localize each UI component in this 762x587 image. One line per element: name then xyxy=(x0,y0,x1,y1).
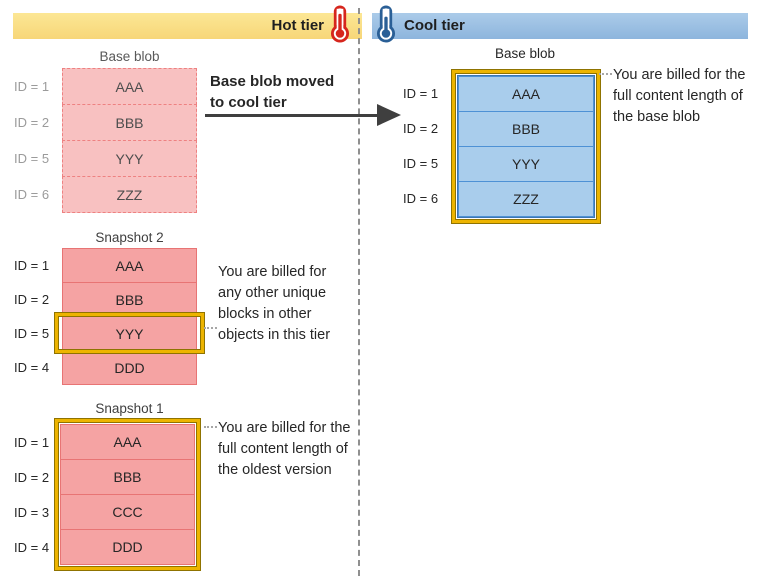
block-id: ID = 3 xyxy=(14,504,50,520)
snapshot2-title: Snapshot 2 xyxy=(95,230,164,245)
block-id: ID = 1 xyxy=(14,79,50,94)
block-cell: AAA xyxy=(458,76,594,112)
cool-base-blob-note: You are billed for the full content leng… xyxy=(613,65,762,128)
unique-block-highlight xyxy=(54,312,205,354)
hot-base-blob-ids: ID = 1 ID = 2 ID = 5 ID = 6 xyxy=(14,68,60,213)
thermometer-cool-icon xyxy=(376,5,396,43)
block-id: ID = 5 xyxy=(14,326,50,341)
snapshot1-title: Snapshot 1 xyxy=(95,401,164,416)
block-id: ID = 5 xyxy=(14,151,50,166)
cool-base-blob-blocks: AAA BBB YYY ZZZ xyxy=(457,75,595,218)
note-line: full content length of xyxy=(218,441,348,457)
block-id: ID = 2 xyxy=(14,115,50,130)
block-cell: AAA xyxy=(62,68,197,105)
tier-divider xyxy=(358,8,360,576)
block-id: ID = 2 xyxy=(403,120,439,136)
hot-tier-label: Hot tier xyxy=(271,17,325,34)
snapshot2-blocks: AAA BBB YYY DDD xyxy=(62,248,197,385)
cool-note-connector xyxy=(599,73,612,75)
block-cell: BBB xyxy=(458,111,594,147)
note-line: objects in this tier xyxy=(218,327,331,343)
note-line: You are billed for xyxy=(218,264,327,280)
move-note-line: Base blob moved xyxy=(210,73,335,90)
block-id: ID = 2 xyxy=(14,292,50,307)
block-cell: YYY xyxy=(458,146,594,182)
snapshot1-note-connector xyxy=(204,426,217,428)
block-id: ID = 5 xyxy=(403,155,439,171)
block-cell: YYY xyxy=(62,140,197,177)
snapshot1-billed-highlight: AAA BBB CCC DDD xyxy=(54,418,201,571)
cool-base-blob-ids: ID = 1 ID = 2 ID = 5 ID = 6 xyxy=(403,75,449,216)
block-id: ID = 4 xyxy=(14,360,50,375)
snapshot1-blocks: AAA BBB CCC DDD xyxy=(60,424,195,565)
move-note: Base blob moved to cool tier xyxy=(210,71,360,113)
snapshot1-table: ID = 1 ID = 2 ID = 3 ID = 4 AAA BBB CCC … xyxy=(14,418,214,574)
note-line: the base blob xyxy=(613,109,701,125)
move-arrow-head xyxy=(377,104,401,126)
block-cell: BBB xyxy=(62,104,197,141)
hot-base-blob-title: Base blob xyxy=(99,49,160,64)
cool-base-blob-table: ID = 1 ID = 2 ID = 5 ID = 6 AAA BBB YYY … xyxy=(403,69,603,225)
snapshot1-ids: ID = 1 ID = 2 ID = 3 ID = 4 xyxy=(14,424,60,565)
block-id: ID = 1 xyxy=(403,85,439,101)
hot-base-blob-table: ID = 1 ID = 2 ID = 5 ID = 6 AAA BBB YYY … xyxy=(14,68,199,214)
move-arrow-line xyxy=(205,114,379,117)
block-id: ID = 4 xyxy=(14,539,50,555)
thermometer-hot-icon xyxy=(330,5,350,43)
hot-base-blob-blocks: AAA BBB YYY ZZZ xyxy=(62,68,197,213)
note-line: You are billed for the xyxy=(613,67,746,83)
note-line: blocks in other xyxy=(218,306,312,322)
block-cell: AAA xyxy=(60,424,195,460)
cool-base-blob-title: Base blob xyxy=(494,46,556,61)
cool-tier-header: Cool tier xyxy=(372,13,748,39)
block-id: ID = 2 xyxy=(14,469,50,485)
block-id: ID = 6 xyxy=(403,190,439,206)
snapshot2-note-connector xyxy=(204,327,217,329)
block-id: ID = 1 xyxy=(14,258,50,273)
block-cell: YYY xyxy=(62,316,197,351)
move-note-line: to cool tier xyxy=(210,94,287,111)
block-id: ID = 6 xyxy=(14,187,50,202)
cool-tier-label: Cool tier xyxy=(404,17,465,34)
note-line: any other unique xyxy=(218,285,327,301)
note-line: full content length of xyxy=(613,88,743,104)
snapshot2-table: ID = 1 ID = 2 ID = 5 ID = 4 AAA BBB YYY … xyxy=(14,248,205,388)
block-cell: DDD xyxy=(60,529,195,565)
snapshot2-ids: ID = 1 ID = 2 ID = 5 ID = 4 xyxy=(14,248,60,385)
block-cell: AAA xyxy=(62,248,197,283)
block-cell: ZZZ xyxy=(62,176,197,213)
snapshot1-note: You are billed for the full content leng… xyxy=(218,418,383,481)
block-id: ID = 1 xyxy=(14,434,50,450)
block-cell: DDD xyxy=(62,350,197,385)
block-cell: ZZZ xyxy=(458,181,594,217)
note-line: the oldest version xyxy=(218,462,332,478)
block-cell: BBB xyxy=(62,282,197,317)
block-cell: BBB xyxy=(60,459,195,495)
hot-tier-header: Hot tier xyxy=(13,13,362,39)
block-cell: CCC xyxy=(60,494,195,530)
note-line: You are billed for the xyxy=(218,420,351,436)
cool-base-blob-highlight: AAA BBB YYY ZZZ xyxy=(451,69,601,224)
snapshot2-note: You are billed for any other unique bloc… xyxy=(218,262,378,346)
